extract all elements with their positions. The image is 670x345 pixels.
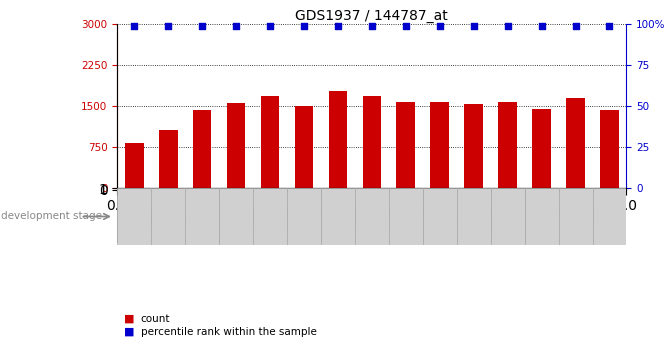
Text: end of gastrulation: end of gastrulation (529, 211, 622, 221)
Point (468, 23, 479, 29)
Bar (566, 98, 585, 188)
Bar (125, 143, 143, 188)
Text: percentile rank within the sample: percentile rank within the sample (141, 327, 316, 337)
Text: GDS1937 / 144787_at: GDS1937 / 144787_at (295, 9, 448, 23)
Point (163, 23, 174, 29)
Bar (117, 188, 151, 245)
Point (265, 23, 275, 29)
Bar (600, 110, 619, 188)
Bar (328, 91, 347, 188)
Text: development stage: development stage (1, 211, 103, 221)
Bar (423, 188, 457, 245)
Bar (592, 188, 626, 245)
Text: count: count (141, 314, 170, 324)
Bar (498, 102, 517, 188)
Point (401, 23, 411, 29)
Bar (559, 188, 592, 245)
Bar (321, 188, 355, 245)
Bar (490, 188, 525, 245)
Bar (532, 109, 551, 188)
Bar (226, 103, 245, 188)
Bar (457, 188, 490, 245)
Text: beginning of
gastrulation: beginning of gastrulation (434, 206, 513, 227)
Point (604, 23, 615, 29)
Bar (287, 188, 321, 245)
Bar (295, 106, 314, 188)
Bar (185, 188, 219, 245)
Point (197, 23, 208, 29)
Text: ■: ■ (124, 327, 135, 337)
Point (366, 23, 377, 29)
Text: before zygotic
transcription: before zygotic transcription (133, 206, 203, 227)
Bar (219, 190, 321, 243)
Bar (321, 190, 423, 243)
Bar (355, 188, 389, 245)
Text: fast phase of
cellularization: fast phase of cellularization (338, 206, 406, 227)
Point (536, 23, 547, 29)
Bar (389, 188, 423, 245)
Point (570, 23, 581, 29)
Bar (423, 190, 525, 243)
Point (129, 23, 139, 29)
Point (502, 23, 513, 29)
Bar (397, 102, 415, 188)
Bar (430, 102, 449, 188)
Bar (151, 188, 185, 245)
Bar (261, 96, 279, 188)
Bar (117, 190, 219, 243)
Bar (464, 105, 483, 188)
Text: slow phase of
cellularization: slow phase of cellularization (236, 206, 304, 227)
Point (332, 23, 343, 29)
Bar (193, 110, 212, 188)
Bar (219, 188, 253, 245)
Point (434, 23, 445, 29)
Bar (253, 188, 287, 245)
Point (299, 23, 310, 29)
Bar (525, 188, 559, 245)
Text: ■: ■ (124, 314, 135, 324)
Bar (525, 190, 626, 243)
Point (230, 23, 241, 29)
Bar (362, 96, 381, 188)
Bar (159, 130, 178, 188)
